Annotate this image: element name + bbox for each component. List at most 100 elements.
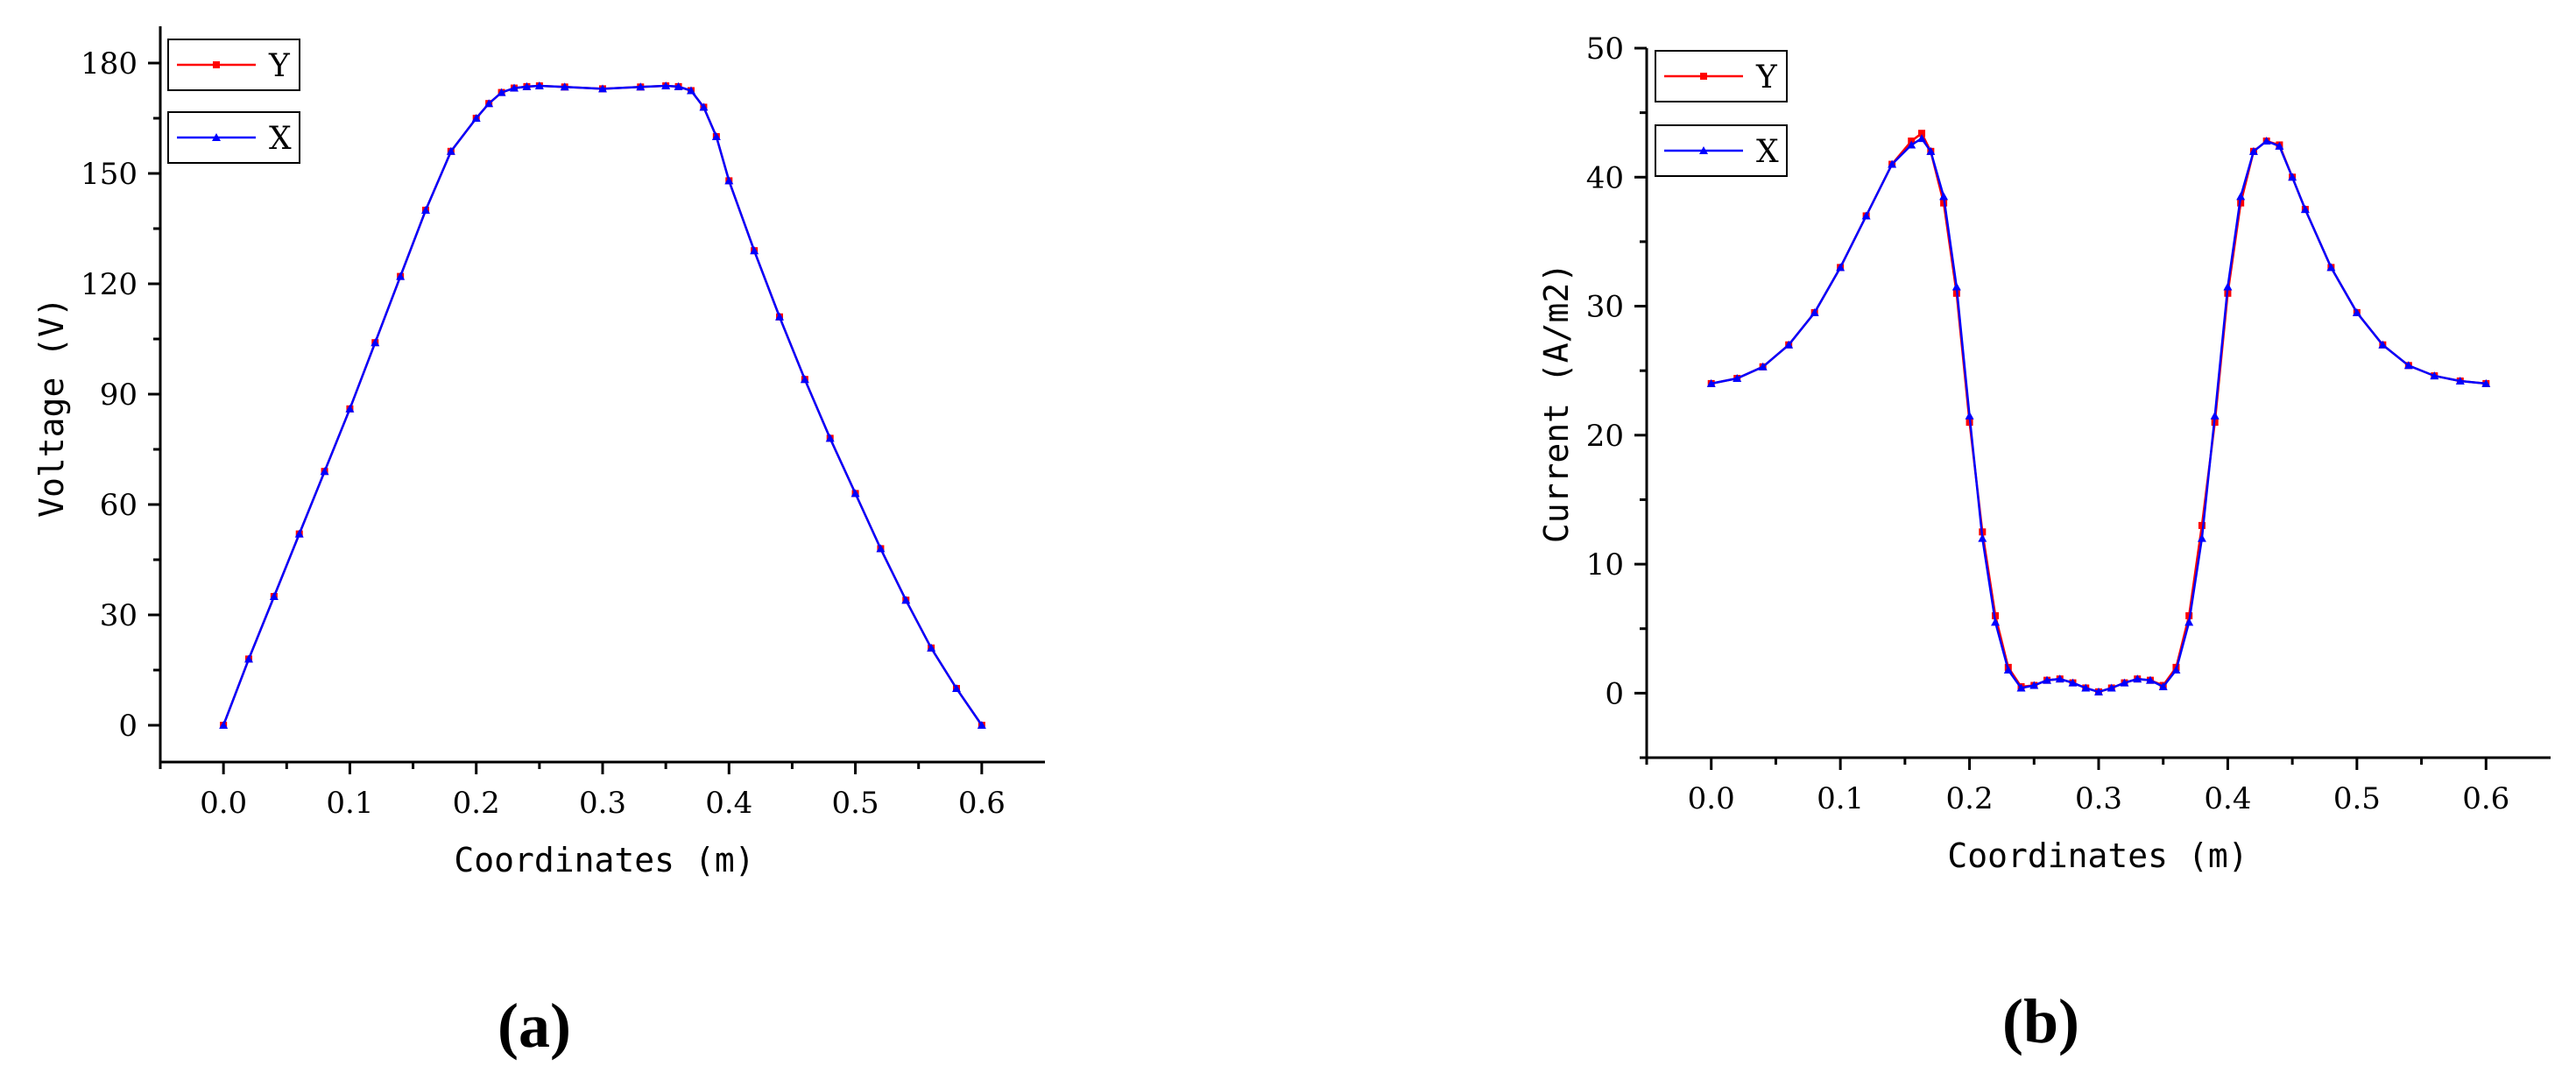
chart-b-series-x-point <box>1978 533 1987 542</box>
chart-a-series-x-point <box>687 86 695 95</box>
chart-b-series-x-point <box>2378 340 2388 349</box>
chart-b-y-tick-label: 30 <box>1586 290 1624 325</box>
chart-b-x-tick-label: 0.2 <box>1946 781 1994 816</box>
chart-b-series-y-point <box>1918 130 1926 138</box>
chart-a-x-tick-label: 0.5 <box>832 786 879 821</box>
chart-b-legend-label-x: X <box>1756 134 1779 170</box>
chart-a-panel-label: (a) <box>498 991 571 1061</box>
chart-a-series-x-point <box>800 375 809 384</box>
chart-b-x-tick-label: 0.1 <box>1817 781 1864 816</box>
chart-a-series-x-point <box>396 272 406 280</box>
chart-b-legend-label-y: Y <box>1755 60 1778 95</box>
chart-a-series-x-point <box>775 312 784 321</box>
chart-a-series-x-point <box>320 467 329 476</box>
chart-a-series-x-point <box>699 102 709 111</box>
chart-b-series-x-point <box>1706 378 1716 387</box>
chart-a-series-x-point <box>825 434 835 442</box>
chart-a-series-x-point <box>927 643 936 652</box>
chart-b-series-x-point <box>2326 263 2336 272</box>
chart-b-y-tick-label: 0 <box>1605 676 1624 711</box>
chart-b-series-x-point <box>1810 307 1819 316</box>
chart-a-series-x-point <box>750 246 759 255</box>
chart-panel-b: Coordinates (m) Current (A/m2) (b) 0.0 0.… <box>1537 32 2551 1056</box>
chart-a-series-x-point <box>244 654 253 663</box>
chart-b-x-tick-label: 0.5 <box>2333 781 2381 816</box>
chart-a-series-x-point <box>421 206 430 214</box>
chart-a-series-x-point <box>598 84 607 93</box>
chart-b-series-x-point <box>1758 362 1768 371</box>
chart-b-series-x-point <box>2094 687 2103 695</box>
chart-b-series-x-point <box>2262 137 2271 145</box>
chart-a-series-x-line <box>222 84 983 726</box>
chart-a-series-x-point <box>952 684 961 692</box>
chart-b-y-tick-label: 40 <box>1586 160 1624 195</box>
chart-a-series-y-line <box>222 84 983 726</box>
chart-b-y-tick-label: 50 <box>1586 32 1624 67</box>
chart-b-series-x-point <box>2248 146 2258 155</box>
chart-panel-a: Coordinates (m) Voltage (V) (a) 0.0 0.1 0.… <box>32 26 1045 1061</box>
chart-b-x-tick-label: 0.6 <box>2462 781 2509 816</box>
chart-a-series-x-point <box>471 114 481 122</box>
chart-b-series-x-point <box>2403 361 2413 370</box>
chart-a-series-x-point <box>850 489 860 498</box>
chart-b-series-x-point <box>2120 678 2129 687</box>
chart-a-legend-label-x: X <box>269 121 292 157</box>
chart-a-series-x-point <box>661 81 671 90</box>
chart-a-series-x-point <box>269 592 279 600</box>
chart-a-y-tick-label: 180 <box>81 46 138 81</box>
chart-b-series-y-point <box>2198 521 2205 529</box>
chart-a-series-x-point <box>446 146 455 155</box>
chart-b-series-x-point <box>2236 192 2246 201</box>
chart-a-legend-label-y: Y <box>268 48 291 84</box>
chart-a-series-x-point <box>636 82 646 91</box>
chart-b-series-x-point <box>2043 675 2052 684</box>
chart-b-y-axis-title: Current (A/m2) <box>1537 263 1576 543</box>
chart-a-x-tick-label: 0.3 <box>579 786 626 821</box>
chart-a-y-tick-label: 90 <box>100 378 138 413</box>
chart-a-series-x-point <box>901 596 911 604</box>
chart-a-series-x-point <box>876 544 886 553</box>
chart-b-series-x-point <box>2145 675 2155 684</box>
chart-a-series-x-point <box>484 99 494 108</box>
chart-b-legend-marker-x <box>1699 146 1708 154</box>
chart-b-series-x-point <box>2481 378 2491 387</box>
chart-a-series-x-point <box>674 81 683 90</box>
chart-b-series-x-point <box>1784 340 1794 349</box>
chart-a-series-x-point <box>560 82 569 91</box>
chart-b-series-x-point <box>1733 374 1742 383</box>
chart-a-y-tick-label: 60 <box>100 488 138 523</box>
chart-b-series-x-point <box>2081 683 2091 692</box>
chart-b-y-tick-label: 20 <box>1586 419 1624 454</box>
chart-b-series-x-point <box>2003 665 2013 674</box>
chart-a-y-tick-label: 30 <box>100 598 138 633</box>
chart-b-series-x-point <box>1991 618 2001 626</box>
chart-a-legend-marker-x <box>212 133 221 141</box>
chart-a-series-x-point <box>510 83 519 92</box>
chart-b-series-x-point <box>2300 205 2310 214</box>
chart-b-series-x-point <box>2352 307 2361 316</box>
chart-a-series-x-point <box>497 88 506 96</box>
chart-b-series-x-point <box>1907 140 1916 149</box>
chart-b-y-tick-label: 10 <box>1586 547 1624 582</box>
chart-b-x-axis-title: Coordinates (m) <box>1947 836 2248 875</box>
chart-b-series-x-point <box>2016 683 2026 692</box>
chart-b-series-x-point <box>1939 192 1949 201</box>
chart-b-series-x-point <box>2133 674 2142 683</box>
chart-a-y-axis-title: Voltage (V) <box>32 297 71 518</box>
chart-b-series-x-point <box>2158 682 2168 690</box>
chart-b-panel-label: (b) <box>2002 986 2079 1056</box>
chart-b-series-x-point <box>2068 678 2078 687</box>
chart-b-series-x-point <box>1861 211 1871 220</box>
chart-b-x-tick-label: 0.3 <box>2075 781 2122 816</box>
chart-b-series-x-point <box>1951 282 1961 291</box>
chart-a-x-tick-label: 0.4 <box>705 786 752 821</box>
chart-a-x-tick-label: 0.6 <box>958 786 1006 821</box>
chart-a-y-tick-label: 120 <box>81 267 138 302</box>
chart-a-series-x-point <box>345 404 355 413</box>
chart-b-series-x-point <box>1965 411 1974 420</box>
chart-b-series-x-point <box>1888 159 1897 168</box>
chart-a-legend-marker-y <box>213 61 220 68</box>
chart-a-series-x-point <box>219 721 229 729</box>
chart-b-series-x-point <box>2029 681 2039 689</box>
